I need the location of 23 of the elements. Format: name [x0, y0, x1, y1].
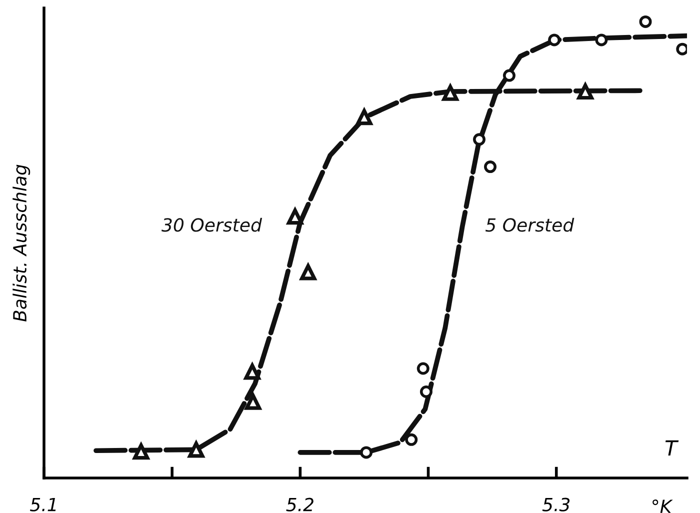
point [416, 362, 430, 375]
y-axis-title: Ballist. Ausschlag [12, 164, 30, 322]
point [595, 34, 608, 46]
point [502, 69, 516, 82]
point [548, 34, 561, 46]
point [484, 160, 497, 174]
text: °K [652, 499, 673, 513]
point [472, 133, 486, 146]
point [244, 394, 262, 410]
point [286, 208, 304, 225]
point [420, 386, 432, 398]
x-tick-label: 5.1 [30, 498, 56, 512]
x-tick-label: 5.2 [286, 498, 314, 512]
point [577, 83, 594, 100]
point [405, 433, 418, 446]
series-label: 30 Oersted [162, 218, 262, 232]
point [442, 84, 458, 101]
point [133, 443, 150, 460]
point [360, 446, 373, 459]
x-tick-label: 5.3 [542, 498, 570, 512]
text: 5 Oersted [485, 218, 574, 232]
x-axis-title: T [665, 440, 679, 456]
point [639, 15, 652, 28]
